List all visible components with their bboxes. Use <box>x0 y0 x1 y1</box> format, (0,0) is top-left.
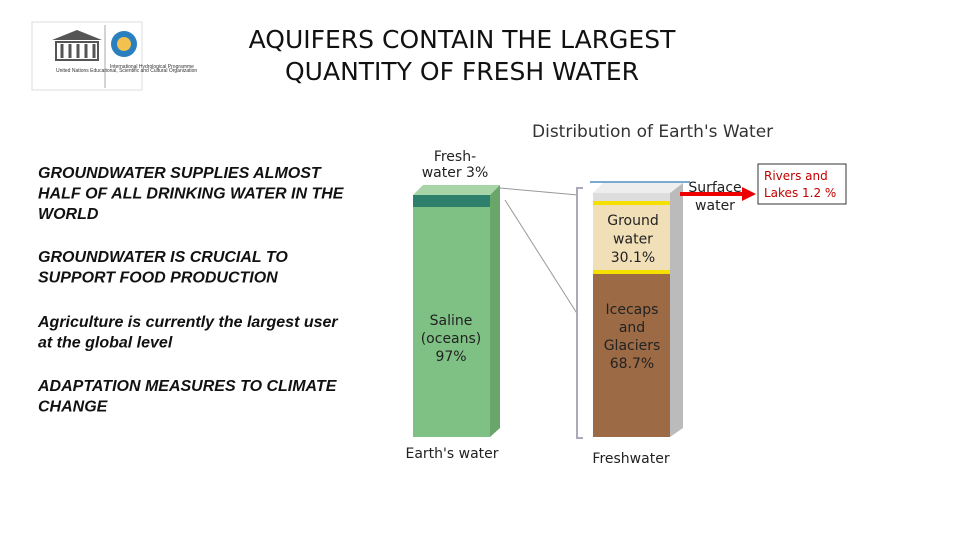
logo-text: International Hydrological Programme <box>110 64 194 70</box>
logo-text: United Nations Educational, Scientific a… <box>56 68 197 74</box>
saline-label: Saline <box>430 313 473 329</box>
title: QUANTITY OF FRESH WATER <box>285 57 639 86</box>
bullet-text: at the global level <box>38 335 173 352</box>
figure-title: Distribution of Earth's Water <box>532 122 773 142</box>
title: AQUIFERS CONTAIN THE LARGEST <box>249 25 676 54</box>
bullet-text: HALF OF ALL DRINKING WATER IN THE <box>38 186 345 203</box>
saline-label: (oceans) <box>421 331 482 347</box>
bullet-text: Agriculture is currently the largest use… <box>37 314 338 331</box>
caption: Earth's water <box>405 446 498 462</box>
bullet-text: GROUNDWATER IS CRUCIAL TO <box>38 249 288 266</box>
figure-labels: Fresh-water 3% Saline (oceans) 97% Surface wa… <box>405 149 836 467</box>
caption: Freshwater <box>592 451 669 467</box>
bullet-text: GROUNDWATER SUPPLIES ALMOST <box>38 165 322 182</box>
ice-label: and <box>619 320 645 336</box>
ground-label: 30.1% <box>611 250 655 266</box>
ground-label: water <box>613 232 653 248</box>
callout-text: Rivers and <box>764 169 828 183</box>
ground-label: Ground <box>607 213 659 229</box>
fresh-label: Fresh- <box>434 149 476 165</box>
callout-text: Lakes 1.2 % <box>764 186 836 200</box>
surface-label: water <box>695 198 735 214</box>
bullets: GROUNDWATER SUPPLIES ALMOST HALF OF ALL D… <box>37 165 345 416</box>
bullet-text: WORLD <box>38 206 99 223</box>
bullet-text: SUPPORT FOOD PRODUCTION <box>38 270 278 287</box>
saline-label: 97% <box>435 349 466 365</box>
figure: Distribution of Earth's Water <box>413 122 847 439</box>
logos: United Nations Educational, Scientific a… <box>31 21 197 91</box>
bullet-text: ADAPTATION MEASURES TO CLIMATE <box>37 378 338 395</box>
surface-label: Surface <box>688 180 741 196</box>
ice-label: 68.7% <box>610 356 654 372</box>
ice-label: Glaciers <box>604 338 661 354</box>
ice-label: Icecaps <box>606 302 659 318</box>
fresh-label: water 3% <box>422 165 489 181</box>
bullet-text: CHANGE <box>38 399 109 416</box>
